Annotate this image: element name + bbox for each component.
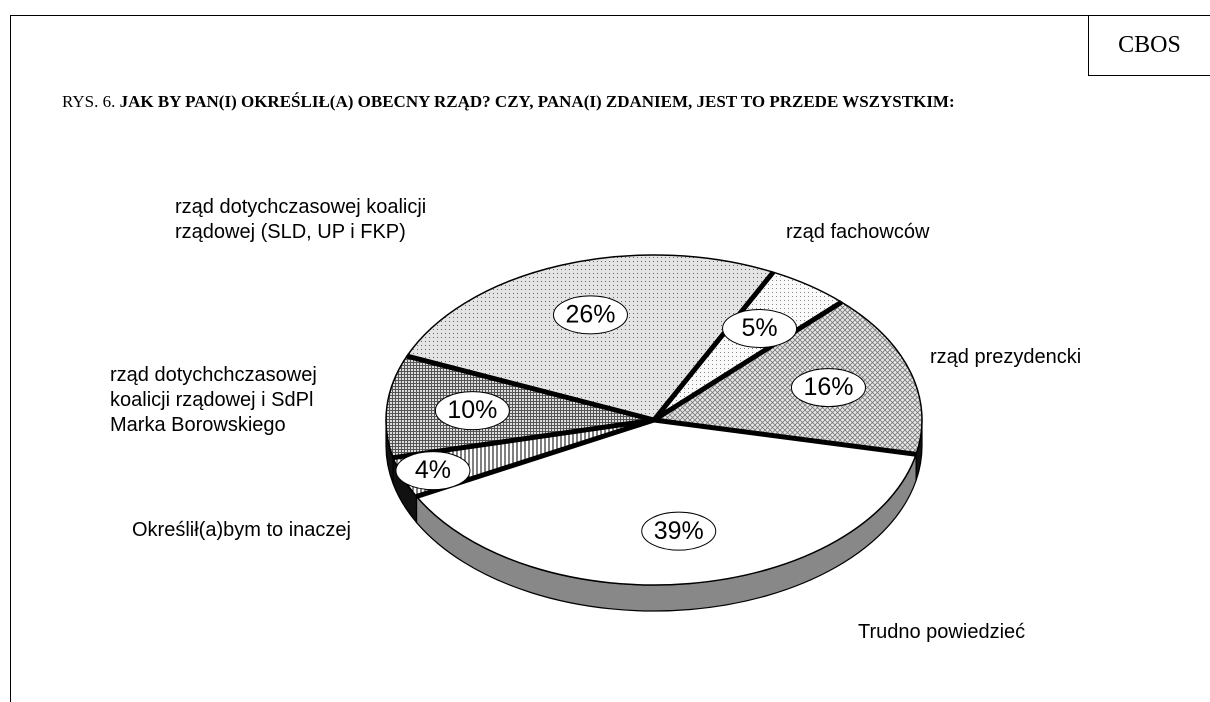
value-label: 16% xyxy=(803,373,853,401)
value-label-oval xyxy=(641,511,717,551)
title-text: JAK BY PAN(I) OKREŚLIŁ(A) OBECNY RZĄD? C… xyxy=(119,92,955,111)
value-label: 10% xyxy=(447,396,497,424)
frame xyxy=(10,15,1210,702)
slice-separator xyxy=(652,270,776,422)
pie-slice xyxy=(651,301,923,456)
value-label-oval xyxy=(722,309,798,349)
slice-separator xyxy=(406,353,655,423)
slice-separator xyxy=(652,299,843,423)
slice-separator xyxy=(653,417,917,457)
value-label-oval xyxy=(552,295,628,335)
category-label: rząd dotychchczasowej koalicji rządowej … xyxy=(110,364,317,436)
value-label: 26% xyxy=(565,300,615,328)
category-label: Określił(a)bym to inaczej xyxy=(132,519,351,541)
chart-title: RYS. 6. JAK BY PAN(I) OKREŚLIŁ(A) OBECNY… xyxy=(62,88,1068,115)
source: CBOS xyxy=(1088,15,1210,76)
value-label: 5% xyxy=(741,314,777,342)
category-label: rząd prezydencki xyxy=(930,346,1082,368)
value-label: 4% xyxy=(415,456,451,484)
value-label-oval xyxy=(790,368,866,408)
pie-slice xyxy=(385,355,655,459)
category-label: Trudno powiedzieć xyxy=(858,621,1026,643)
pie-slice xyxy=(415,419,918,586)
category-label: rząd fachowców xyxy=(786,221,930,243)
category-label: rząd dotychczasowej koalicji rządowej (S… xyxy=(175,196,427,243)
value-label-oval xyxy=(395,451,471,491)
figure-label: RYS. 6. xyxy=(62,92,116,111)
value-label: 39% xyxy=(654,517,704,545)
value-label-oval xyxy=(434,391,510,431)
